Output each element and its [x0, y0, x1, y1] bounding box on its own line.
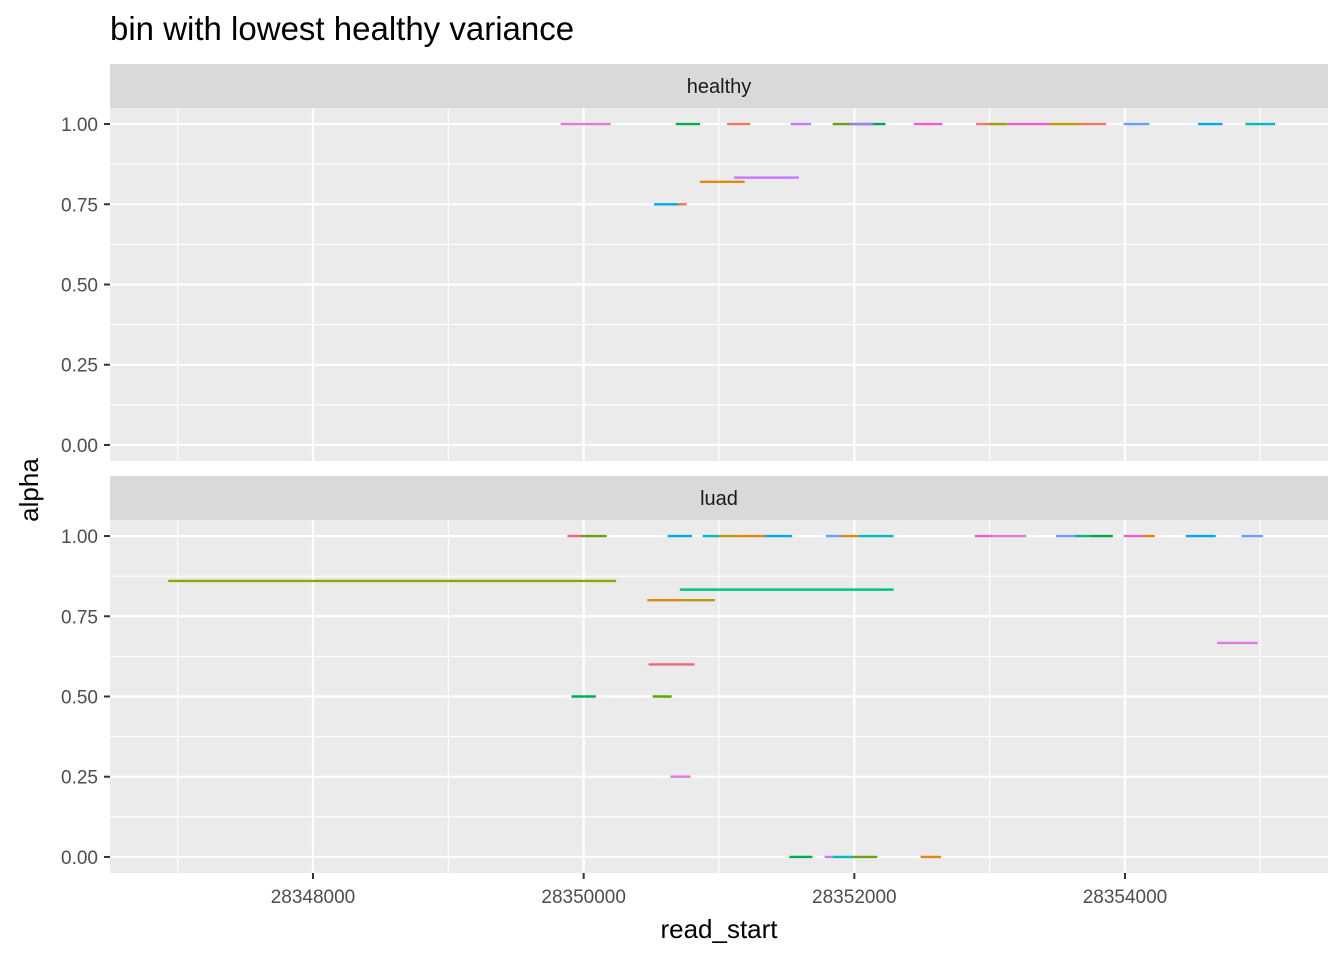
facet-strip — [110, 64, 1328, 108]
x-tick-label: 28350000 — [541, 887, 626, 908]
y-tick-label: 0.50 — [61, 276, 98, 297]
x-tick-label: 28348000 — [271, 887, 356, 908]
x-axis: 28348000 28350000 28352000 28354000 — [271, 873, 1168, 908]
facet-strip-label: healthy — [687, 76, 752, 98]
y-tick-label: 0.00 — [61, 848, 98, 869]
x-axis-title: read_start — [660, 914, 778, 944]
x-tick-label: 28352000 — [812, 887, 897, 908]
y-tick-label: 0.00 — [61, 436, 98, 457]
facet-strip — [110, 476, 1328, 520]
y-tick-label: 0.75 — [61, 607, 98, 628]
y-tick-label: 0.50 — [61, 688, 98, 709]
y-tick-label: 0.25 — [61, 356, 98, 377]
y-tick-label: 0.75 — [61, 195, 98, 216]
y-tick-label: 1.00 — [61, 527, 98, 548]
facet-panel-healthy: healthy 0.00 0.25 0.50 0.75 1.00 — [61, 64, 1328, 461]
facet-strip-label: luad — [700, 488, 738, 510]
x-tick-label: 28354000 — [1083, 887, 1168, 908]
y-tick-label: 1.00 — [61, 115, 98, 136]
facet-panel-luad: luad 0.00 0.25 0.50 0.75 1.00 — [61, 476, 1328, 873]
segments-luad — [168, 534, 1264, 859]
y-axis-title: alpha — [14, 458, 44, 522]
segments-healthy — [560, 122, 1276, 206]
y-tick-label: 0.25 — [61, 768, 98, 789]
chart-title: bin with lowest healthy variance — [110, 10, 574, 47]
facet-panels: healthy 0.00 0.25 0.50 0.75 1.00 luad 0.00 0.25 0… — [61, 64, 1328, 873]
